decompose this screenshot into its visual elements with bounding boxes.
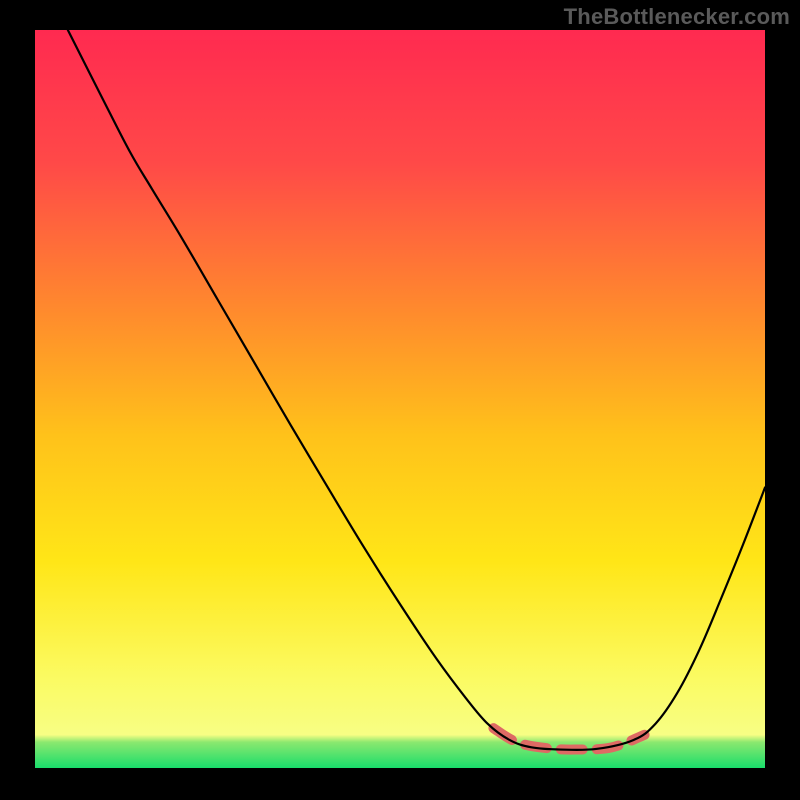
bottleneck-chart bbox=[0, 0, 800, 800]
gradient-background bbox=[35, 30, 765, 768]
chart-container: TheBottlenecker.com bbox=[0, 0, 800, 800]
watermark-text: TheBottlenecker.com bbox=[564, 4, 790, 30]
